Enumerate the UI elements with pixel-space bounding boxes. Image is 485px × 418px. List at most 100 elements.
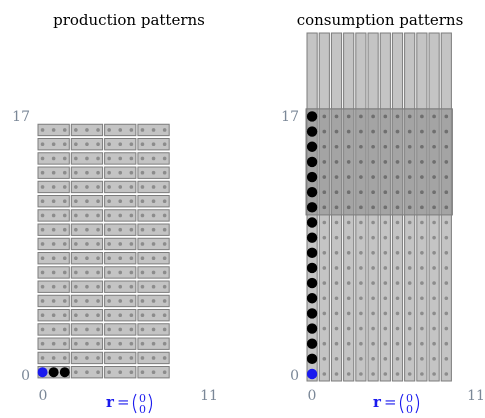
production-cell-dot [40, 185, 45, 189]
consumption-highlight-dot [407, 144, 412, 149]
consumption-highlight-dot [359, 190, 363, 194]
consumption-cell-dot [359, 341, 363, 346]
consumption-black-token [306, 262, 318, 274]
consumption-highlight-dot [359, 175, 363, 179]
consumption-highlight-dot [395, 175, 400, 179]
consumption-cell-dot [420, 220, 424, 225]
production-cell-dot [85, 213, 89, 218]
production-cell-dot [151, 256, 156, 261]
consumption-cell-dot [359, 235, 363, 240]
production-cell-dot [129, 170, 134, 175]
consumption-cell-dot [395, 296, 400, 301]
consumption-cell-dot [383, 235, 388, 240]
consumption-cell-dot [371, 220, 375, 225]
consumption-cell-dot [395, 251, 400, 255]
consumption-highlight-dot [371, 205, 375, 210]
consumption-cell-dot [395, 326, 400, 331]
production-cell-dot [85, 142, 89, 146]
consumption-highlight-dot [395, 205, 400, 210]
production-cell-dot [140, 199, 145, 203]
production-cell-dot [51, 185, 56, 189]
production-cell-dot [118, 356, 123, 360]
consumption-cell-dot [432, 341, 436, 346]
production-cell-dot [85, 270, 89, 275]
production-cell-dot [118, 370, 123, 375]
consumption-cell-dot [420, 341, 424, 346]
consumption-highlight-dot [346, 160, 351, 164]
production-cell-dot [107, 142, 111, 146]
consumption-black-token [306, 202, 318, 213]
consumption-cell-dot [420, 251, 424, 255]
production-cell-dot [96, 256, 100, 261]
consumption-highlight-dot [444, 144, 449, 149]
production-x-max-label: 11 [200, 388, 218, 404]
production-cell-dot [74, 341, 78, 346]
production-cell-dot [129, 185, 134, 189]
consumption-highlight-dot [432, 114, 436, 119]
production-cell-dot [74, 170, 78, 175]
consumption-cell-dot [432, 281, 436, 285]
consumption-cell-dot [395, 220, 400, 225]
production-cell-dot [162, 270, 167, 275]
consumption-cell-dot [407, 251, 412, 255]
consumption-cell-dot [359, 251, 363, 255]
production-cell-dot [85, 199, 89, 203]
production-cell-dot [118, 327, 123, 332]
consumption-y-min-label: 0 [290, 368, 299, 384]
consumption-cell-dot [334, 281, 339, 285]
production-cell-dot [162, 142, 167, 146]
production-cell-dot [129, 356, 134, 360]
production-cell-dot [51, 128, 56, 132]
consumption-cell-dot [395, 372, 400, 376]
consumption-cell-dot [383, 326, 388, 331]
production-cell-dot [118, 270, 123, 275]
consumption-highlight-dot [346, 144, 351, 149]
production-vector-name: r [106, 393, 115, 411]
consumption-highlight-dot [407, 175, 412, 179]
production-cell-dot [85, 128, 89, 132]
consumption-highlight-dot [359, 129, 363, 134]
production-cell-dot [74, 227, 78, 232]
consumption-highlight-dot [432, 144, 436, 149]
production-cell-dot [74, 199, 78, 203]
production-cell-dot [40, 299, 45, 303]
production-cell-dot [51, 227, 56, 232]
production-cell-dot [162, 299, 167, 303]
production-cell-dot [162, 256, 167, 261]
production-cell-dot [107, 156, 111, 161]
consumption-cell-dot [346, 372, 351, 376]
production-cell-dot [151, 341, 156, 346]
consumption-cell-dot [383, 266, 388, 270]
production-cell-dot [151, 356, 156, 360]
consumption-cell-dot [432, 220, 436, 225]
consumption-highlight-dot [383, 129, 388, 134]
production-cell-dot [74, 128, 78, 132]
consumption-cell-dot [371, 281, 375, 285]
production-cell-dot [118, 142, 123, 146]
production-cell-dot [51, 142, 56, 146]
consumption-highlight-dot [322, 144, 327, 149]
production-cell-dot [140, 170, 145, 175]
consumption-cell-dot [383, 311, 388, 316]
production-cell-dot [85, 284, 89, 289]
consumption-black-token [306, 156, 318, 168]
production-cell-dot [51, 199, 56, 203]
consumption-cell-dot [359, 311, 363, 316]
consumption-cell-dot [420, 281, 424, 285]
consumption-blue-token [306, 368, 318, 380]
consumption-highlight-dot [346, 129, 351, 134]
production-cell-dot [85, 256, 89, 261]
consumption-cell-dot [383, 281, 388, 285]
consumption-highlight-dot [371, 175, 375, 179]
production-cell-dot [62, 356, 67, 360]
production-cell-dot [151, 142, 156, 146]
consumption-highlight-dot [322, 160, 327, 164]
consumption-cell-dot [359, 220, 363, 225]
consumption-cell-dot [334, 266, 339, 270]
production-cell-dot [151, 270, 156, 275]
consumption-cell-dot [346, 326, 351, 331]
production-cell-dot [129, 142, 134, 146]
production-cell-dot [162, 185, 167, 189]
production-cell-dot [96, 370, 100, 375]
production-cell-dot [129, 199, 134, 203]
